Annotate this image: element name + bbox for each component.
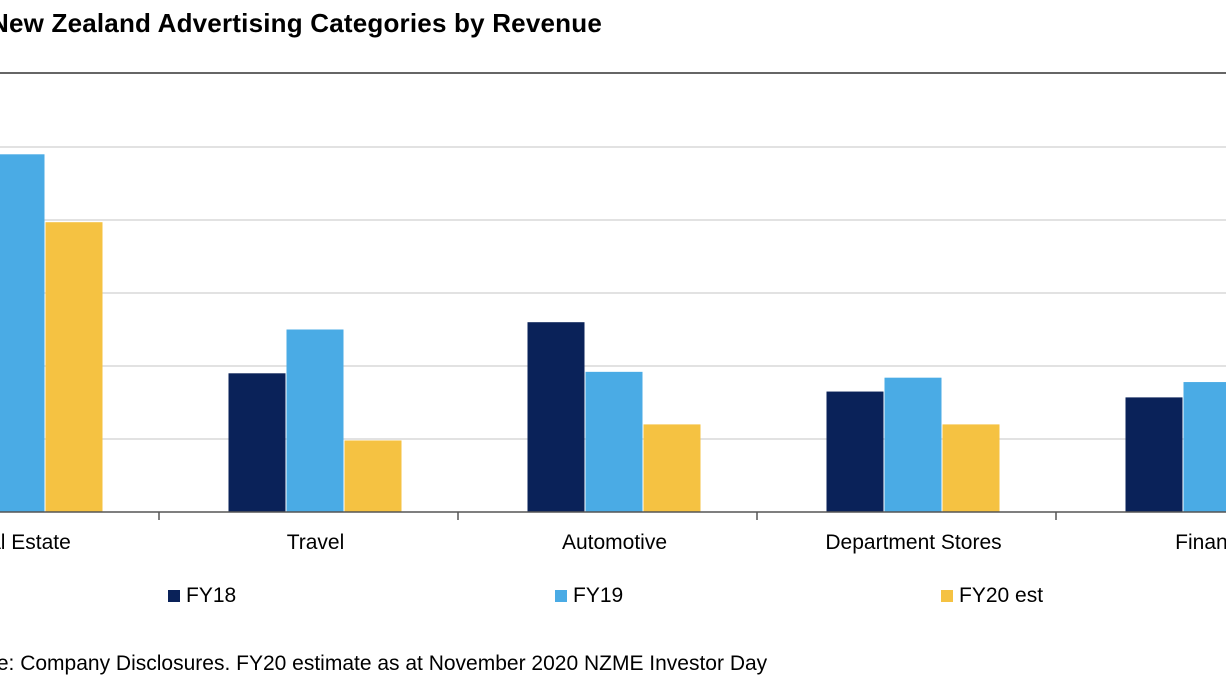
x-axis: [0, 511, 1226, 520]
legend-fy20: FY20 est: [941, 584, 1043, 608]
category-label: Travel: [287, 531, 345, 554]
legend-swatch-fy20: [941, 590, 953, 602]
legend-swatch-fy18: [168, 590, 180, 602]
chart-title: New Zealand Advertising Categories by Re…: [0, 8, 602, 38]
category-label: Automotive: [562, 531, 667, 554]
legend-fy18: FY18: [168, 584, 236, 608]
bar-fy19-finance: [1183, 382, 1226, 512]
bar-fy20-est-travel: [344, 440, 402, 512]
source-note: Source: Company Disclosures. FY20 estima…: [0, 652, 768, 675]
bar-fy18-travel: [228, 373, 286, 512]
legend-label-fy20: FY20 est: [959, 584, 1044, 607]
bar-fy19-automotive: [585, 371, 643, 512]
legend-label-fy19: FY19: [573, 584, 624, 607]
bar-fy20-est-department-stores: [942, 424, 1000, 512]
bars: [0, 154, 1226, 513]
bar-fy19-real-estate: [0, 154, 45, 513]
category-label: Finance: [1175, 531, 1226, 554]
category-label: Real Estate: [0, 531, 71, 554]
bar-fy20-est-automotive: [643, 424, 701, 512]
bar-fy18-department-stores: [826, 391, 884, 512]
bar-fy19-department-stores: [884, 377, 942, 512]
legend-fy19: FY19: [555, 584, 623, 608]
legend-swatch-fy19: [555, 590, 567, 602]
bar-fy19-travel: [286, 329, 344, 512]
category-labels: Real Estate Travel Automotive Department St…: [0, 531, 1226, 554]
legend-label-fy18: FY18: [186, 584, 237, 607]
bar-fy18-finance: [1125, 397, 1183, 512]
bar-fy18-automotive: [527, 322, 585, 512]
category-label: Department Stores: [825, 531, 1001, 554]
bar-fy20-est-real-estate: [45, 222, 103, 512]
